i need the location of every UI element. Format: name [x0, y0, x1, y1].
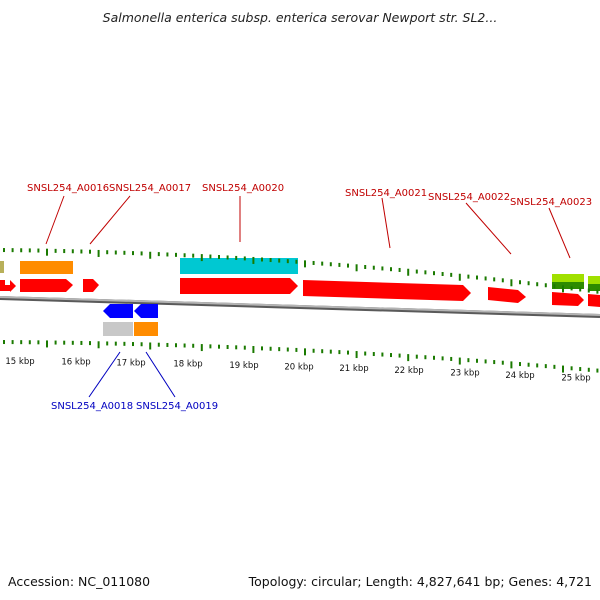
connector-SNSL254_A0016	[45, 195, 65, 245]
genome-summary-text: Topology: circular; Length: 4,827,641 bp…	[248, 574, 592, 589]
scale-label: 17 kbp	[116, 358, 145, 368]
forward-strand-features	[0, 258, 600, 307]
scale-label: 20 kbp	[284, 362, 313, 372]
gene-feature[interactable]	[588, 276, 600, 284]
connector-SNSL254_A0018	[88, 351, 121, 398]
gene-arrow-SNSL254_A0016[interactable]	[20, 279, 73, 292]
reverse-strand-features	[103, 304, 158, 336]
gene-label-SNSL254_A0016[interactable]: SNSL254_A0016	[27, 183, 109, 194]
gene-arrow[interactable]	[0, 280, 10, 291]
scale-labels: 15 kbp 16 kbp 17 kbp 18 kbp 19 kbp 20 kbp 21 k…	[5, 357, 590, 384]
gene-feature-SNSL254_A0023-dark[interactable]	[552, 282, 584, 289]
scale-label: 25 kbp	[561, 374, 590, 384]
gene-feature-SNSL254_A0018[interactable]	[103, 322, 133, 336]
gene-label-SNSL254_A0021[interactable]: SNSL254_A0021	[345, 188, 427, 199]
upper-tick-row	[3, 248, 599, 294]
scale-label: 15 kbp	[5, 357, 34, 367]
gene-feature-SNSL254_A0016[interactable]	[20, 261, 73, 274]
genome-title: Salmonella enterica subsp. enterica sero…	[103, 10, 498, 25]
gene-feature[interactable]	[588, 284, 600, 291]
connector-SNSL254_A0022	[465, 202, 512, 255]
gene-feature-SNSL254_A0019[interactable]	[134, 322, 158, 336]
gene-arrow[interactable]	[10, 280, 16, 292]
gene-arrow[interactable]	[588, 294, 600, 307]
connector-SNSL254_A0021	[381, 197, 391, 249]
gene-label-SNSL254_A0023[interactable]: SNSL254_A0023	[510, 197, 592, 208]
gene-arrow-SNSL254_A0022[interactable]	[488, 287, 526, 303]
gene-arrow-SNSL254_A0017[interactable]	[83, 279, 99, 292]
gene-arrow-SNSL254_A0018[interactable]	[103, 304, 133, 318]
gene-arrow-SNSL254_A0020[interactable]	[180, 278, 298, 294]
scale-label: 24 kbp	[505, 371, 534, 381]
gene-label-SNSL254_A0022[interactable]: SNSL254_A0022	[428, 192, 510, 203]
lower-tick-row	[3, 340, 599, 373]
gene-arrow-SNSL254_A0021[interactable]	[303, 280, 471, 301]
connector-SNSL254_A0023	[548, 207, 571, 259]
gene-feature-SNSL254_A0020[interactable]	[180, 258, 298, 274]
scale-label: 18 kbp	[173, 360, 202, 370]
gene-label-SNSL254_A0020[interactable]: SNSL254_A0020	[202, 183, 284, 194]
label-connectors	[45, 195, 571, 398]
scale-label: 22 kbp	[394, 366, 423, 376]
gene-arrow-SNSL254_A0019[interactable]	[134, 304, 158, 318]
scale-label: 23 kbp	[450, 368, 479, 378]
scale-label: 16 kbp	[61, 358, 90, 368]
gene-label-SNSL254_A0019[interactable]: SNSL254_A0019	[136, 401, 218, 412]
gene-label-SNSL254_A0018[interactable]: SNSL254_A0018	[51, 401, 133, 412]
connector-SNSL254_A0017	[89, 195, 131, 245]
gene-arrow-SNSL254_A0023[interactable]	[552, 292, 584, 306]
scale-label: 19 kbp	[229, 361, 258, 371]
gene-label-SNSL254_A0017[interactable]: SNSL254_A0017	[109, 183, 191, 194]
backbone-line	[0, 296, 600, 316]
scale-label: 21 kbp	[339, 364, 368, 374]
gene-feature-SNSL254_A0023-light[interactable]	[552, 274, 584, 282]
accession-text: Accession: NC_011080	[8, 574, 150, 589]
connector-SNSL254_A0019	[145, 351, 176, 398]
gene-feature[interactable]	[0, 261, 4, 273]
